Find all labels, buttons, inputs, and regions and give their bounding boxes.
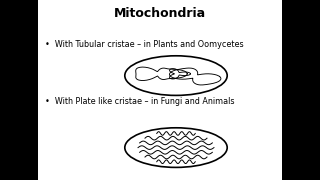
Bar (0, 0, 38, 180)
Bar (282, 0, 320, 180)
Text: Mitochondria: Mitochondria (114, 7, 206, 20)
Text: •  With Tubular cristae – in Plants and Oomycetes: • With Tubular cristae – in Plants and O… (45, 40, 244, 49)
Text: •  With Plate like cristae – in Fungi and Animals: • With Plate like cristae – in Fungi and… (45, 97, 234, 106)
